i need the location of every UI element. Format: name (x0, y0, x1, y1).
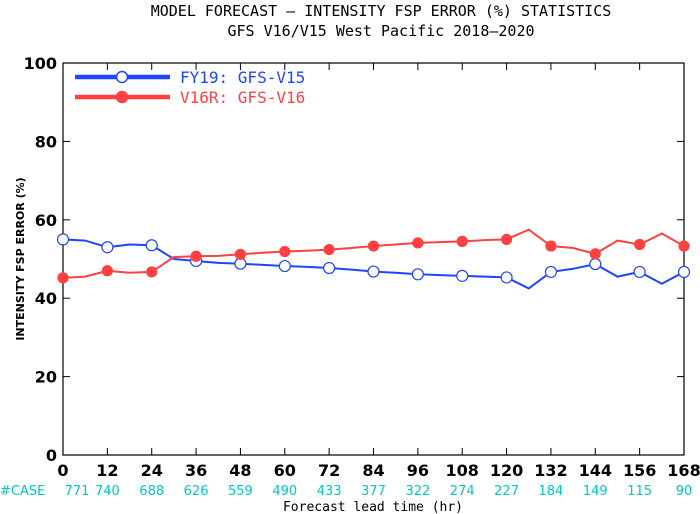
data-point (367, 240, 380, 252)
case-count: 184 (539, 484, 564, 499)
x-axis-ticks: 0 12 24 36 48 60 72 84 96 108 120 132 144 156 168 (57, 63, 700, 480)
data-point (456, 269, 469, 282)
case-count: 559 (228, 484, 253, 499)
data-point (500, 233, 513, 245)
data-point (634, 238, 646, 251)
case-count: 626 (184, 484, 209, 499)
data-point (101, 265, 113, 277)
legend-label: FY19: GFS-V15 (180, 68, 305, 87)
data-point (456, 235, 468, 247)
case-count: 90 (676, 484, 693, 499)
x-tick-label: 96 (407, 461, 429, 480)
y-tick-label: 100 (24, 54, 57, 73)
case-count: 740 (95, 484, 120, 499)
data-point (500, 271, 513, 284)
data-point (234, 248, 247, 260)
series-layer (56, 228, 691, 290)
x-tick-label: 24 (141, 461, 163, 480)
x-axis-label: Forecast lead time (hr) (283, 500, 463, 514)
data-point (146, 266, 158, 278)
data-point (279, 245, 291, 258)
y-tick-label: 60 (35, 211, 57, 230)
x-tick-label: 120 (490, 461, 523, 480)
data-point (323, 243, 335, 256)
data-point (677, 265, 691, 279)
y-tick-label: 20 (35, 368, 57, 387)
data-point (367, 265, 380, 278)
y-tick-label: 80 (35, 132, 57, 151)
x-tick-label: 156 (623, 461, 656, 480)
x-tick-label: 144 (579, 461, 612, 480)
case-count: 771 (65, 484, 90, 499)
case-count: 149 (583, 484, 608, 499)
data-point (544, 265, 558, 279)
x-tick-label: 84 (362, 461, 384, 480)
data-point (411, 268, 424, 281)
case-count: 433 (317, 484, 342, 499)
x-tick-label: 48 (229, 461, 251, 480)
chart-title: MODEL FORECAST — INTENSITY FSP ERROR (%)… (151, 2, 612, 20)
x-tick-label: 0 (57, 461, 68, 480)
data-point (589, 257, 602, 271)
data-point (545, 240, 557, 252)
data-point (323, 261, 336, 275)
data-point (278, 259, 291, 273)
plot-frame (62, 62, 685, 456)
case-label: #CASE (0, 484, 45, 499)
data-point (412, 237, 424, 249)
data-point (190, 250, 202, 262)
data-point (56, 233, 70, 246)
y-tick-label: 40 (35, 289, 57, 308)
y-axis-label: INTENSITY FSP ERROR (%) (14, 177, 27, 340)
x-tick-label: 12 (96, 461, 118, 480)
case-count: 490 (272, 484, 297, 499)
x-tick-label: 36 (185, 461, 207, 480)
legend-marker (115, 70, 129, 84)
case-counts: 771 740 688 626 559 490 433 377 322 274 227 184 149 1… (65, 484, 693, 499)
case-count: 377 (361, 484, 386, 499)
case-count: 322 (405, 484, 430, 499)
x-tick-label: 168 (667, 461, 700, 480)
x-tick-label: 108 (446, 461, 479, 480)
case-count: 115 (627, 484, 652, 499)
data-point (57, 272, 69, 284)
y-tick-label: 0 (46, 446, 57, 465)
data-point (589, 248, 601, 260)
legend-marker (115, 90, 129, 104)
y-axis-ticks: 0 20 40 60 80 100 (24, 54, 684, 465)
case-count: 274 (450, 484, 475, 499)
data-point (678, 240, 690, 252)
data-point (145, 239, 158, 252)
chart-subtitle: GFS V16/V15 West Pacific 2018—2020 (227, 22, 534, 40)
data-point (633, 265, 646, 279)
x-tick-label: 72 (318, 461, 340, 480)
x-tick-label: 132 (534, 461, 567, 480)
case-count: 688 (139, 484, 164, 499)
data-point (101, 241, 114, 254)
x-tick-label: 60 (274, 461, 296, 480)
legend-label: V16R: GFS-V16 (180, 88, 305, 107)
case-count: 227 (494, 484, 519, 499)
